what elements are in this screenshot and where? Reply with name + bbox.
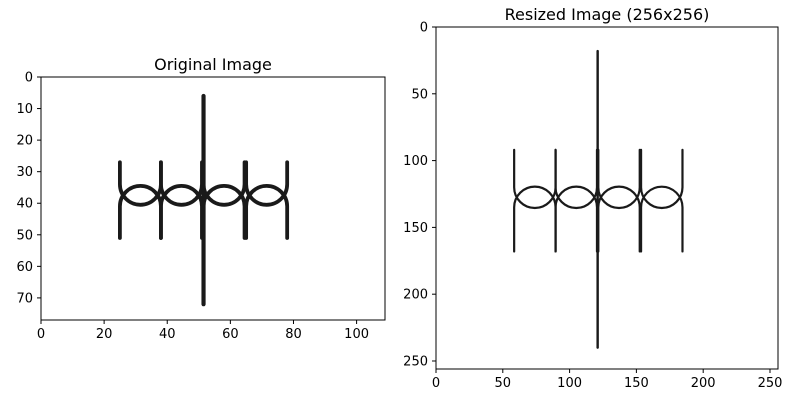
resized-image-x-tick-label: 100 [557,376,582,391]
resized-image-frame [435,26,779,370]
resized-image-lower-arch [554,185,599,253]
resized-image-x-tick-label: 200 [691,376,716,391]
original-image-upper-cup [159,160,204,207]
resized-image-lower-arch [597,185,641,253]
resized-image-lower-arch [513,185,557,253]
resized-image-glyph [513,49,684,349]
original-image-x-tick-label: 40 [159,327,176,342]
original-image-panel: Original Image 0 20 40 60 80 100 0 10 20 30 40 50 6… [16,55,386,342]
original-image-y-tick-label: 0 [25,71,33,86]
original-image-y-tick-label: 70 [16,291,33,306]
original-image-lower-arch [244,184,290,240]
original-image-y-tick-label: 10 [16,102,33,117]
original-image-y-tick-label: 60 [16,260,33,275]
original-image-glyph [118,93,290,307]
resized-image-x-tick-label: 250 [758,376,783,391]
resized-image-y-tick-label: 50 [411,87,428,102]
original-image-x-tick-label: 100 [344,327,369,342]
original-image-title: Original Image [154,55,272,74]
resized-image-upper-cup [513,148,557,210]
resized-image-y-tick-label: 250 [403,354,428,369]
original-image-y-tick-label: 30 [16,165,33,180]
resized-image-canvas [436,27,778,369]
original-image-x-tick-label: 0 [37,327,45,342]
original-image-canvas [41,77,385,320]
resized-image-lower-arch [639,185,684,253]
resized-image-x-tick-label: 50 [495,376,512,391]
resized-image-title: Resized Image (256x256) [505,5,710,24]
original-image-upper-cup [201,160,247,207]
resized-image-y-tick-label: 100 [403,154,428,169]
resized-image-upper-cup [597,148,641,210]
original-image-y-tick-label: 50 [16,228,33,243]
resized-image-x-axis: 0 50 100 150 200 250 [432,369,783,391]
original-image-upper-cup [244,160,290,207]
original-image-x-tick-label: 20 [96,327,113,342]
resized-image-x-tick-label: 150 [624,376,649,391]
resized-image-y-axis: 0 50 100 150 200 250 [403,21,436,369]
resized-image-y-tick-label: 200 [403,288,428,303]
resized-image-upper-cup [554,148,599,210]
resized-image-x-tick-label: 0 [432,376,440,391]
original-image-x-tick-label: 80 [285,327,302,342]
resized-image-upper-cup [639,148,684,210]
resized-image-y-tick-label: 150 [403,221,428,236]
original-image-lower-arch [201,183,247,240]
original-image-y-tick-label: 20 [16,134,33,149]
resized-image-panel: Resized Image (256x256) 0 50 100 150 200 250 … [403,5,782,391]
original-image-y-tick-label: 40 [16,197,33,212]
original-image-x-axis: 0 20 40 60 80 100 [37,320,369,342]
original-image-lower-arch [159,184,204,240]
original-image-frame [40,76,386,321]
original-image-y-axis: 0 10 20 30 40 50 60 70 [16,71,41,306]
resized-image-y-tick-label: 0 [420,21,428,36]
original-image-x-tick-label: 60 [222,327,239,342]
